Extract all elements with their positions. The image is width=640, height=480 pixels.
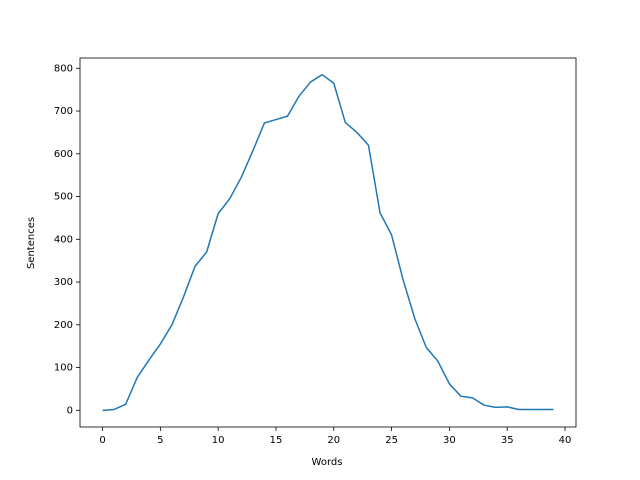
x-tick-label: 20 — [327, 435, 340, 446]
x-tick-label: 10 — [212, 435, 225, 446]
y-tick-label: 400 — [54, 234, 73, 245]
x-axis-label: Words — [312, 457, 343, 468]
y-tick-label: 200 — [54, 320, 73, 331]
y-tick-label: 700 — [54, 106, 73, 117]
x-tick-label: 40 — [559, 435, 572, 446]
y-tick-label: 100 — [54, 363, 73, 374]
y-axis-label: Sentences — [26, 217, 37, 269]
y-tick-label: 300 — [54, 277, 73, 288]
plot-frame — [79, 57, 577, 428]
y-tick-label: 800 — [54, 63, 73, 74]
x-tick-label: 30 — [443, 435, 456, 446]
x-tick-label: 15 — [270, 435, 283, 446]
x-tick-label: 25 — [385, 435, 398, 446]
data-line — [102, 73, 554, 412]
x-tick-label: 5 — [157, 435, 163, 446]
x-tick-label: 35 — [501, 435, 514, 446]
y-tick-label: 500 — [54, 192, 73, 203]
y-tick-label: 0 — [67, 405, 73, 416]
x-tick-label: 0 — [99, 435, 105, 446]
y-tick-label: 600 — [54, 149, 73, 160]
